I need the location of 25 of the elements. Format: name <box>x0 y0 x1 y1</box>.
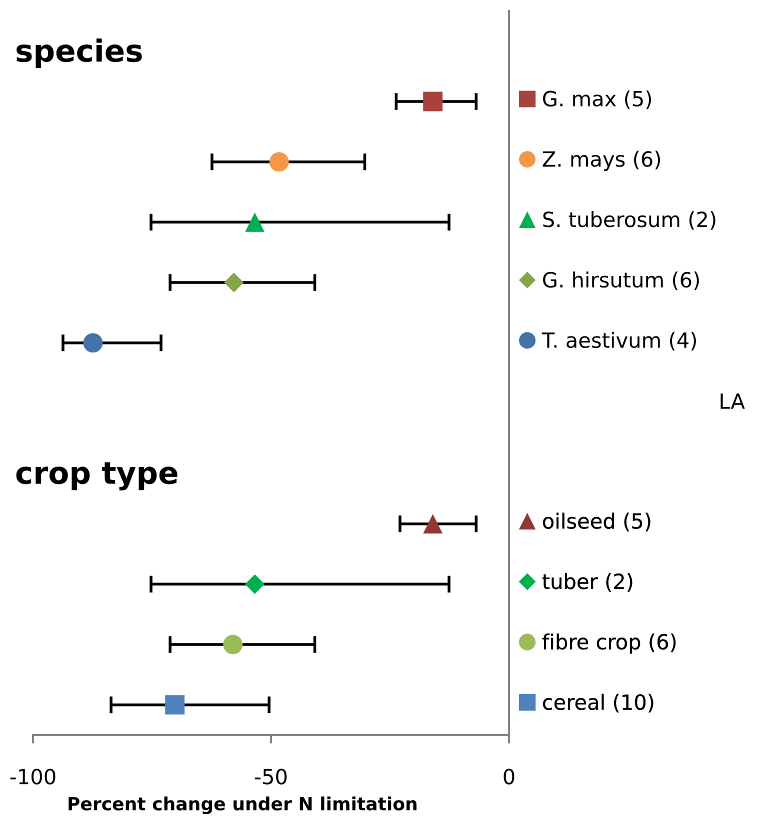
legend-label: oilseed (5) <box>543 512 650 532</box>
point <box>244 574 265 594</box>
x-axis-title: Percent change under N limitation <box>68 796 416 814</box>
x-tick-label: -50 <box>255 768 287 784</box>
point <box>223 634 243 654</box>
legend-label: G. max (5) <box>543 90 652 109</box>
legend-label: Z. mays (6) <box>542 150 660 171</box>
point <box>423 514 443 534</box>
point <box>165 695 185 715</box>
annotation: species <box>16 38 142 68</box>
legend-label: fibre crop (6) <box>542 633 676 654</box>
point <box>269 152 289 172</box>
legend-label: G. hirsutum (6) <box>543 272 699 290</box>
x-tick-label: -100 <box>10 768 56 784</box>
legend-label: tuber (2) <box>542 573 632 592</box>
legend-label: S. tuberosum (2) <box>543 211 716 230</box>
legend-label: cereal (10) <box>543 694 654 712</box>
text: LA <box>720 394 745 409</box>
point <box>423 92 443 112</box>
point <box>224 272 244 292</box>
annotation: crop type <box>16 462 178 490</box>
point <box>83 333 103 353</box>
x-tick-label: 0 <box>504 768 514 784</box>
legend-label: T. aestivum (4) <box>542 332 696 350</box>
point <box>245 212 265 232</box>
